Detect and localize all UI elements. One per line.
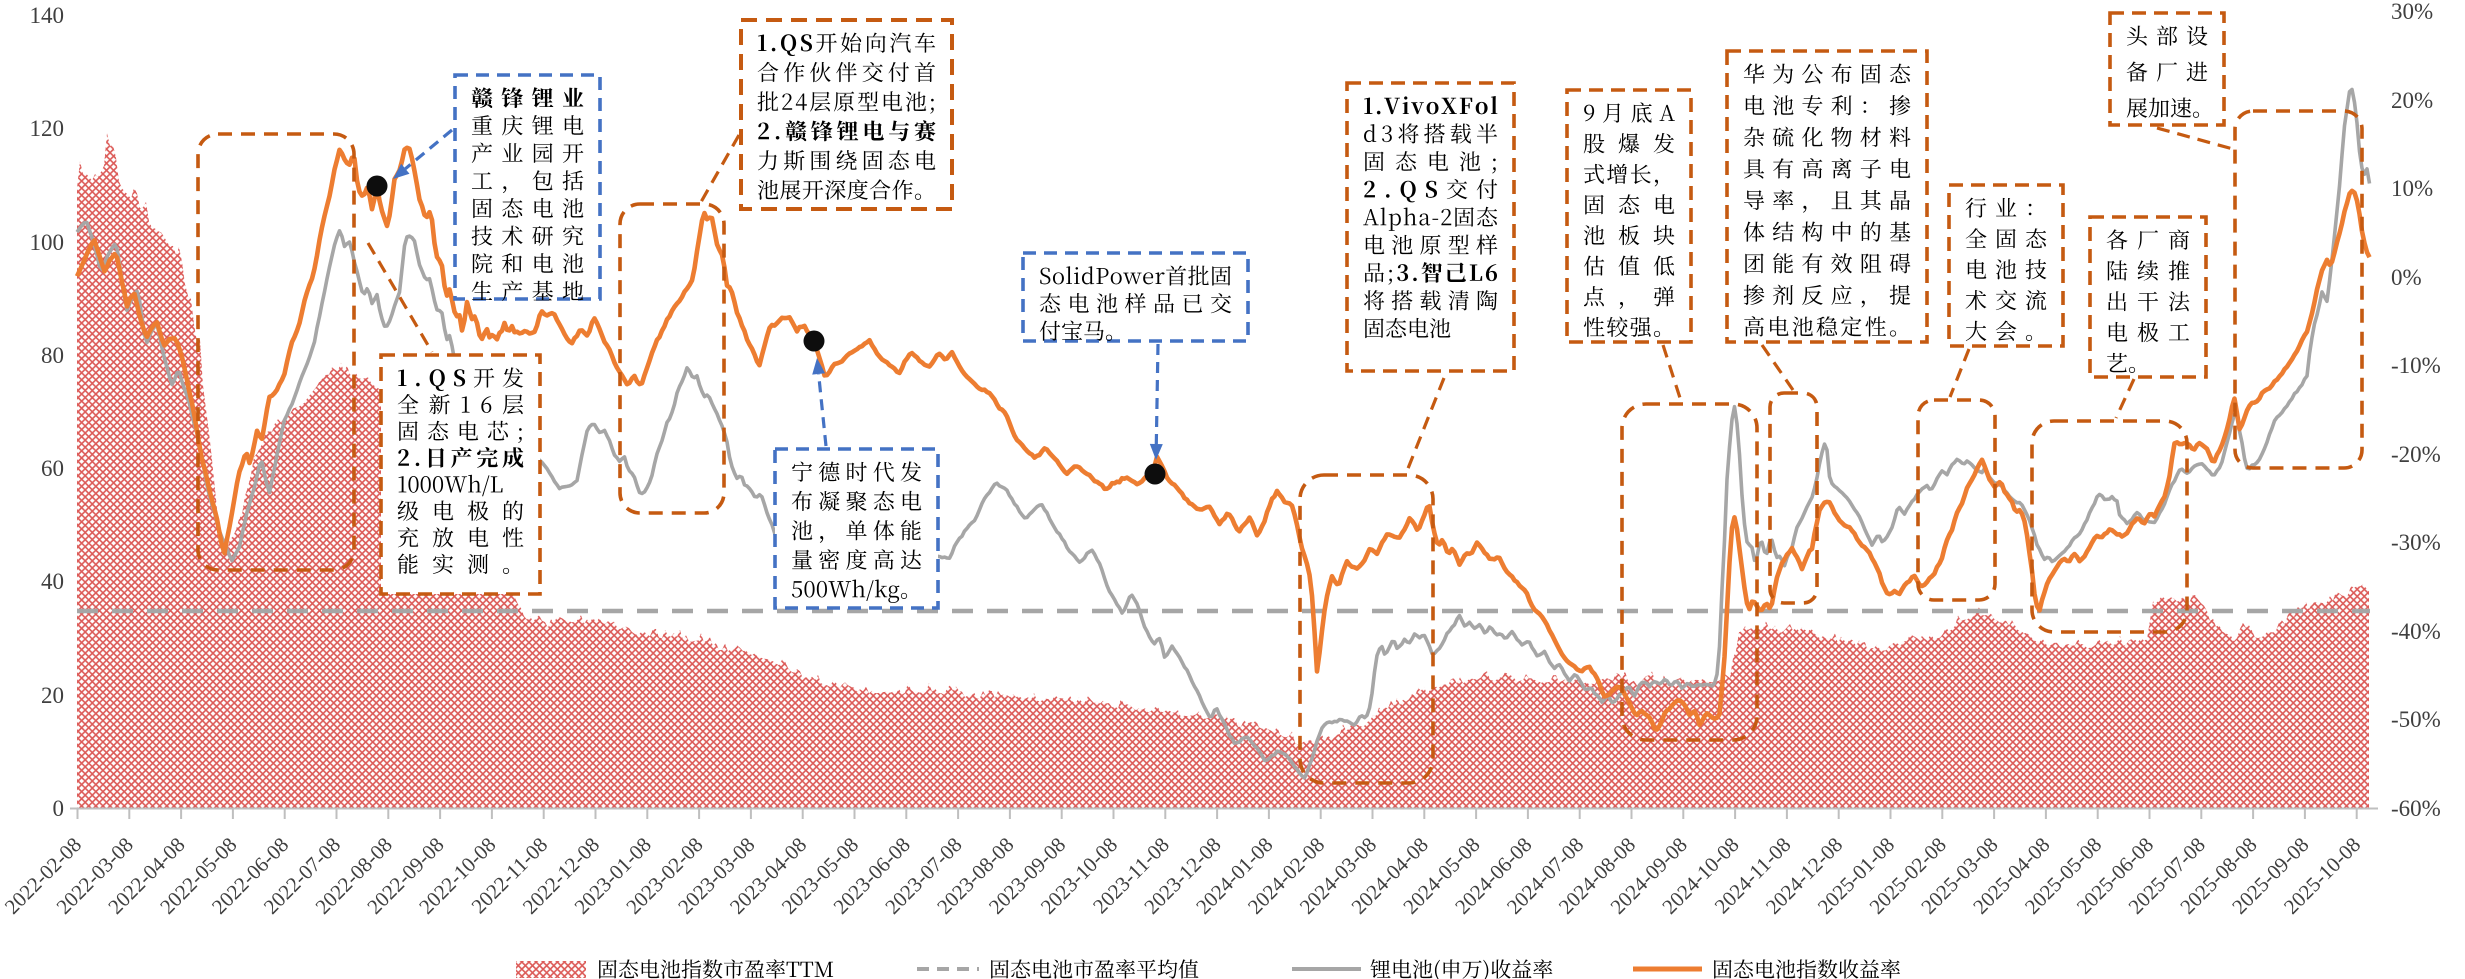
svg-text:20: 20 (41, 683, 64, 708)
svg-text:-20%: -20% (2391, 442, 2441, 467)
svg-text:-50%: -50% (2391, 707, 2441, 732)
svg-text:0%: 0% (2391, 265, 2422, 290)
svg-text:0: 0 (53, 796, 65, 821)
svg-text:-40%: -40% (2391, 619, 2441, 644)
svg-text:100: 100 (30, 230, 65, 255)
svg-text:20%: 20% (2391, 88, 2433, 113)
svg-text:10%: 10% (2391, 176, 2433, 201)
svg-text:-10%: -10% (2391, 353, 2441, 378)
svg-text:-30%: -30% (2391, 530, 2441, 555)
svg-text:-60%: -60% (2391, 796, 2441, 821)
svg-text:140: 140 (30, 3, 65, 28)
svg-text:120: 120 (30, 116, 65, 141)
svg-text:30%: 30% (2391, 0, 2433, 24)
svg-text:40: 40 (41, 569, 64, 594)
svg-text:80: 80 (41, 343, 64, 368)
svg-text:60: 60 (41, 456, 64, 481)
